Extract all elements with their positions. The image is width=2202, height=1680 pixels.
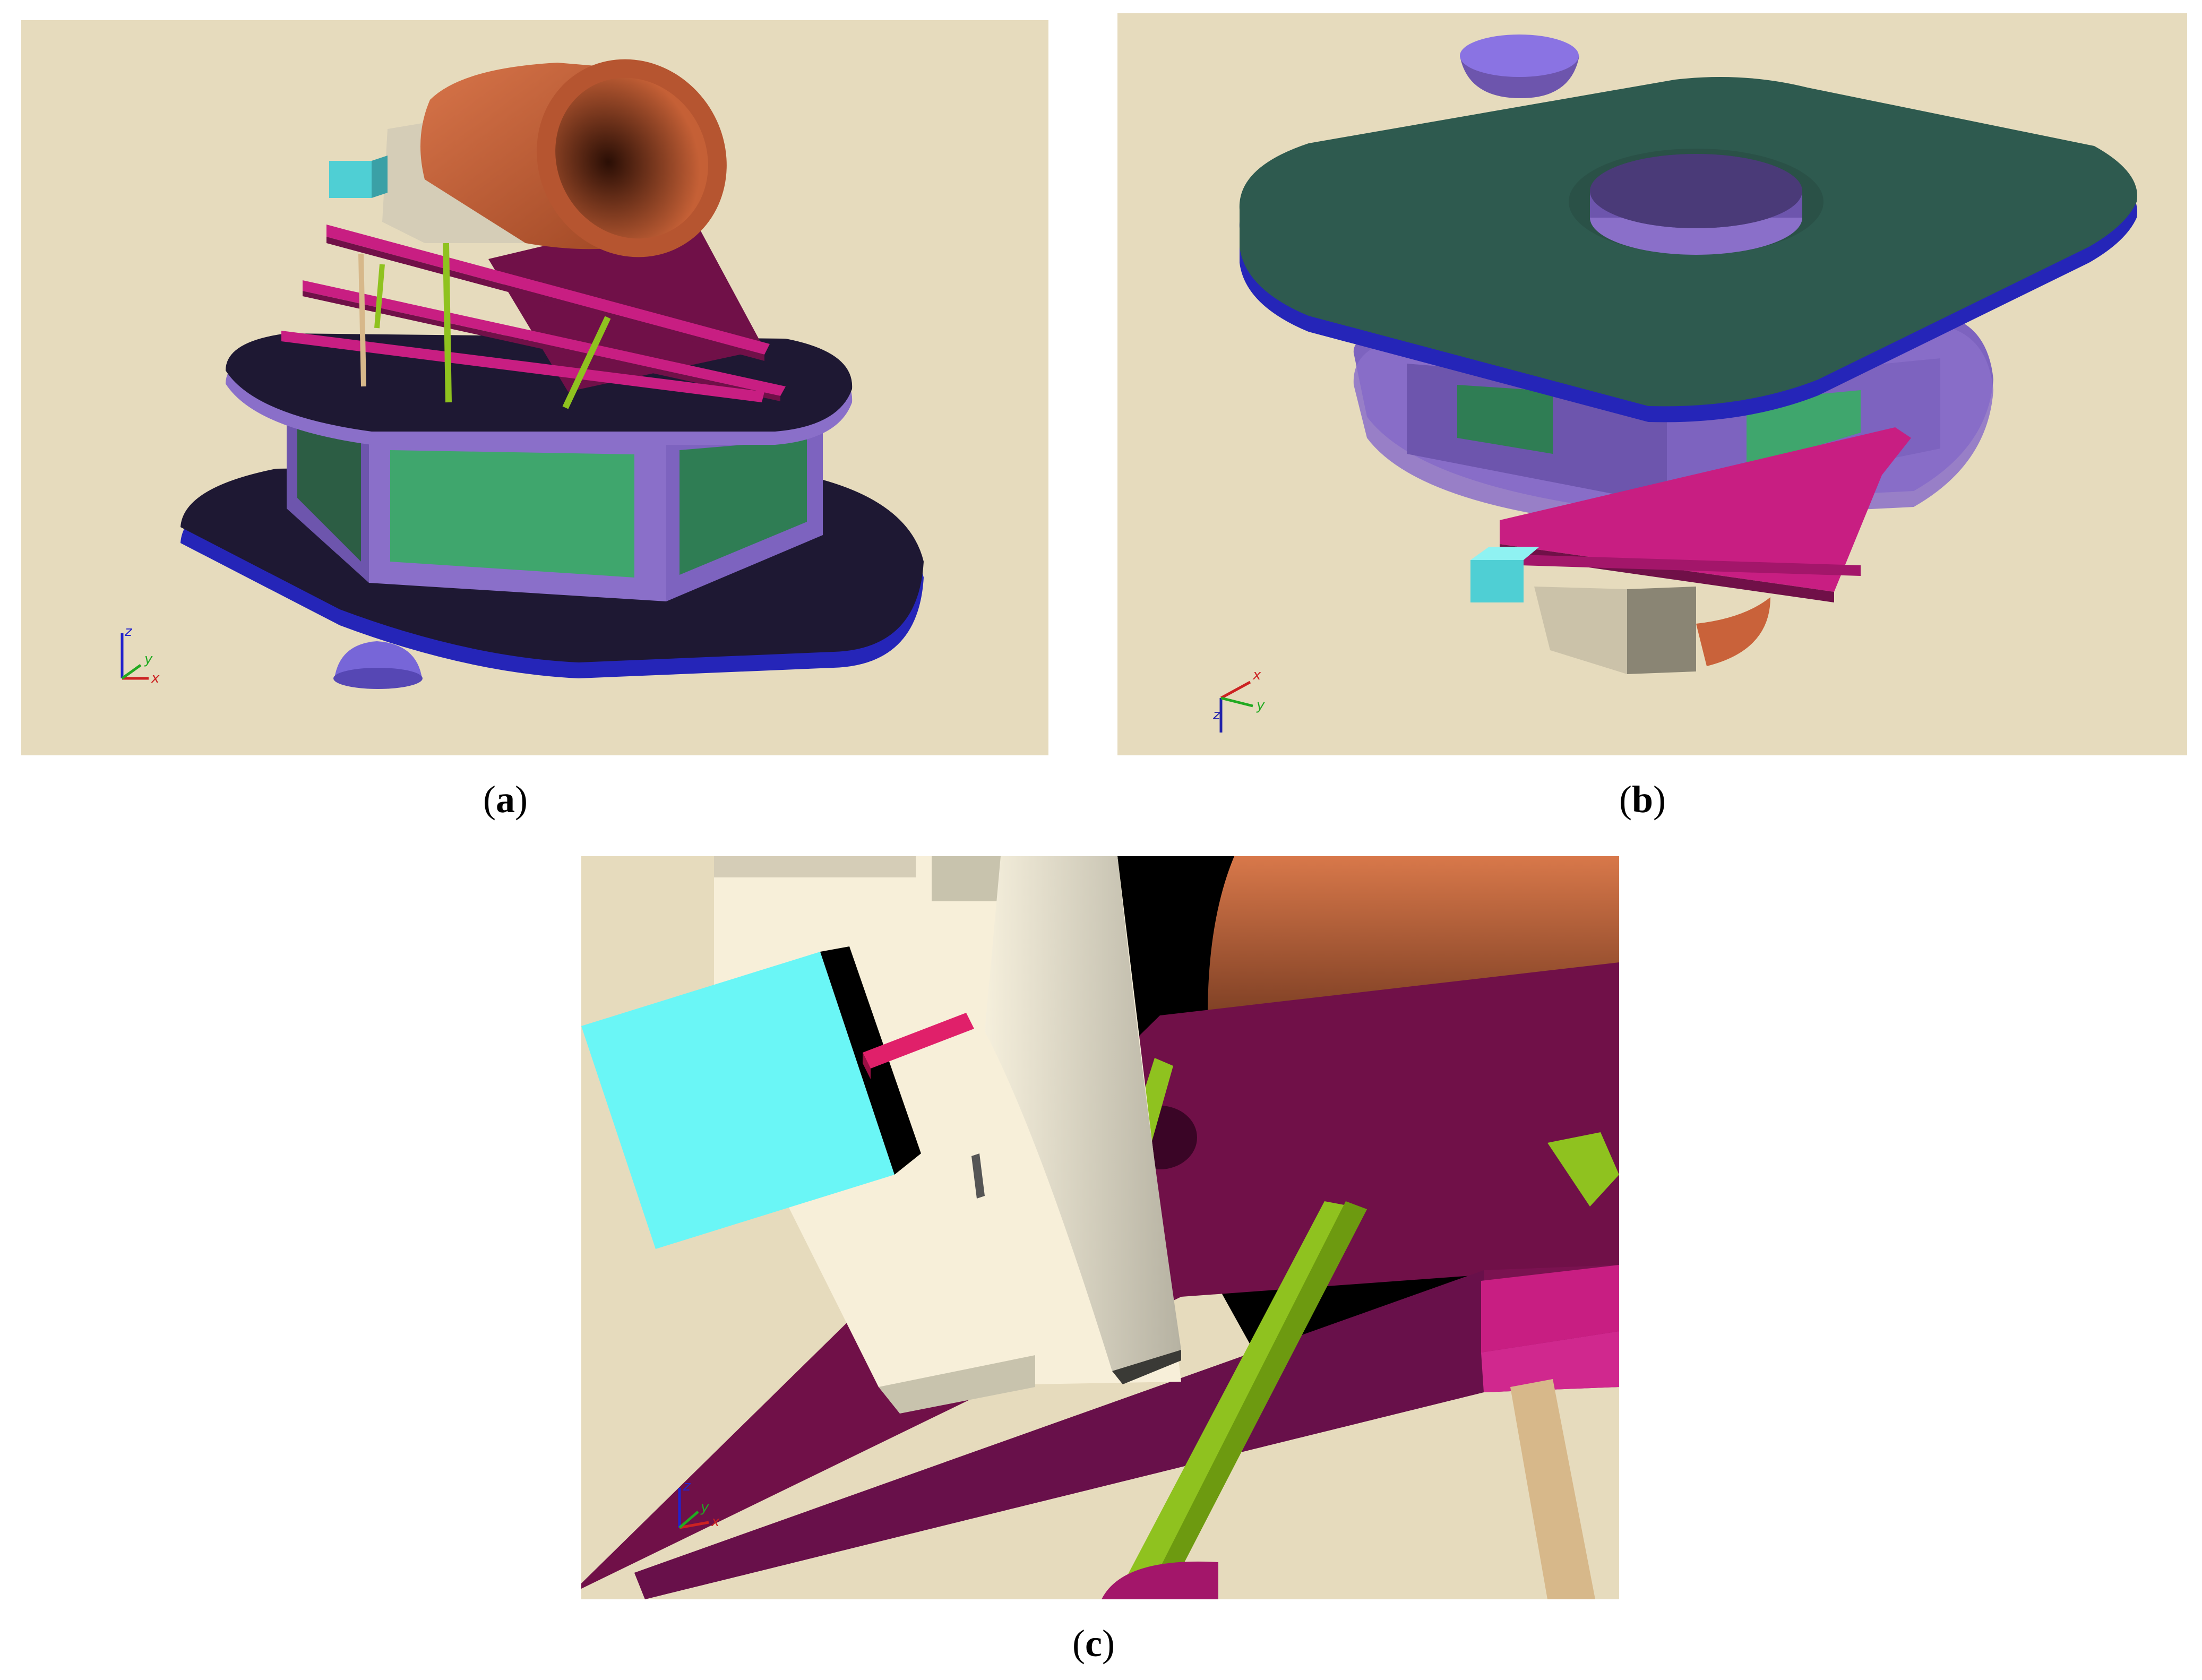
render-panel-c: z y x xyxy=(581,856,1619,1599)
red-pin xyxy=(863,1013,974,1079)
caption-b-close: ) xyxy=(1653,778,1666,821)
gimbal-arm-foot xyxy=(1112,1350,1181,1384)
green-panel-left xyxy=(1457,385,1553,454)
slot xyxy=(971,1153,985,1199)
copper-tube xyxy=(420,59,727,257)
axis-label-z: z xyxy=(1212,707,1221,723)
axis-label-x: x xyxy=(151,670,160,686)
caption-c-open: ( xyxy=(1072,1622,1085,1665)
caption-b: (b) xyxy=(1619,778,1666,822)
hex-body xyxy=(287,410,823,601)
render-b-svg: z y x xyxy=(1117,13,2187,755)
tan-rod xyxy=(1510,1379,1595,1599)
pink-plates xyxy=(281,225,786,402)
render-panel-a: z y x xyxy=(21,20,1048,755)
caption-a-open: ( xyxy=(483,778,496,821)
render-a-svg: z y x xyxy=(21,20,1048,755)
axis-triad: z y x xyxy=(1212,667,1265,733)
axis-label-x: x xyxy=(1252,667,1261,683)
axis-label-x: x xyxy=(711,1514,720,1530)
caption-b-open: ( xyxy=(1619,778,1632,821)
axis-triad: z y x xyxy=(121,624,160,686)
caption-c: (c) xyxy=(1072,1622,1115,1666)
green-panel-right xyxy=(679,440,807,575)
caption-a-letter: a xyxy=(495,778,515,821)
axis-label-y: y xyxy=(1256,697,1265,713)
green-panel-front xyxy=(390,450,634,578)
cyan-cube xyxy=(1470,547,1539,602)
axis-label-y: y xyxy=(144,651,153,667)
green-panel-right xyxy=(1747,390,1861,467)
pink-edge-block xyxy=(1481,1265,1619,1352)
cyan-cube xyxy=(329,156,388,198)
caption-c-letter: c xyxy=(1085,1622,1102,1665)
render-c-svg: z y x xyxy=(581,856,1619,1599)
axis-label-y: y xyxy=(700,1500,709,1515)
caption-a-close: ) xyxy=(514,778,528,821)
copper-tube-bottom xyxy=(1696,597,1770,666)
axis-label-z: z xyxy=(683,1478,691,1494)
plate-bump xyxy=(1102,1561,1218,1599)
dome-marker xyxy=(1460,35,1579,98)
pink-plates xyxy=(1500,427,1911,602)
center-boss xyxy=(1569,149,1823,255)
support-rods xyxy=(358,243,611,409)
gimbal-block xyxy=(1534,587,1770,674)
axis-label-z: z xyxy=(124,624,133,640)
caption-a: (a) xyxy=(483,778,528,822)
lime-rod-long xyxy=(1115,1201,1367,1599)
dome-marker xyxy=(333,641,423,689)
render-panel-b: z y x xyxy=(1117,13,2187,755)
green-panel-left xyxy=(297,426,361,562)
gimbal-block xyxy=(382,121,526,243)
axis-triad: z y x xyxy=(678,1478,720,1530)
caption-c-close: ) xyxy=(1102,1622,1115,1665)
lime-rod-right xyxy=(1547,1132,1619,1207)
caption-b-letter: b xyxy=(1631,778,1654,821)
gimbal-arm xyxy=(985,856,1181,1371)
